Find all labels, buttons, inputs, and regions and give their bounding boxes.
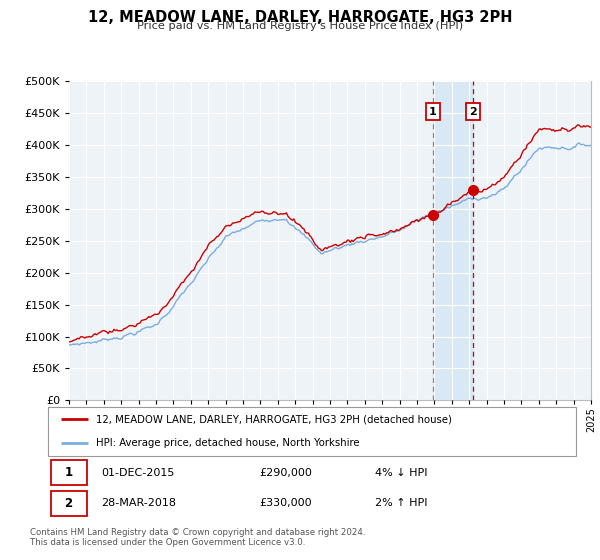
Text: Price paid vs. HM Land Registry's House Price Index (HPI): Price paid vs. HM Land Registry's House …: [137, 21, 463, 31]
Text: 12, MEADOW LANE, DARLEY, HARROGATE, HG3 2PH (detached house): 12, MEADOW LANE, DARLEY, HARROGATE, HG3 …: [95, 414, 452, 424]
Bar: [433, 81, 473, 400]
FancyBboxPatch shape: [50, 491, 86, 516]
Text: 1: 1: [429, 106, 437, 116]
Text: HPI: Average price, detached house, North Yorkshire: HPI: Average price, detached house, Nort…: [95, 437, 359, 447]
Text: Contains HM Land Registry data © Crown copyright and database right 2024.
This d: Contains HM Land Registry data © Crown c…: [30, 528, 365, 547]
Text: 2: 2: [470, 106, 477, 116]
Text: 2: 2: [65, 497, 73, 510]
Text: 28-MAR-2018: 28-MAR-2018: [101, 498, 176, 508]
Text: £290,000: £290,000: [259, 468, 312, 478]
Text: 1: 1: [65, 466, 73, 479]
FancyBboxPatch shape: [48, 407, 576, 456]
Text: 12, MEADOW LANE, DARLEY, HARROGATE, HG3 2PH: 12, MEADOW LANE, DARLEY, HARROGATE, HG3 …: [88, 10, 512, 25]
Text: 01-DEC-2015: 01-DEC-2015: [101, 468, 174, 478]
Text: £330,000: £330,000: [259, 498, 312, 508]
FancyBboxPatch shape: [50, 460, 86, 485]
Text: 4% ↓ HPI: 4% ↓ HPI: [376, 468, 428, 478]
Text: 2% ↑ HPI: 2% ↑ HPI: [376, 498, 428, 508]
